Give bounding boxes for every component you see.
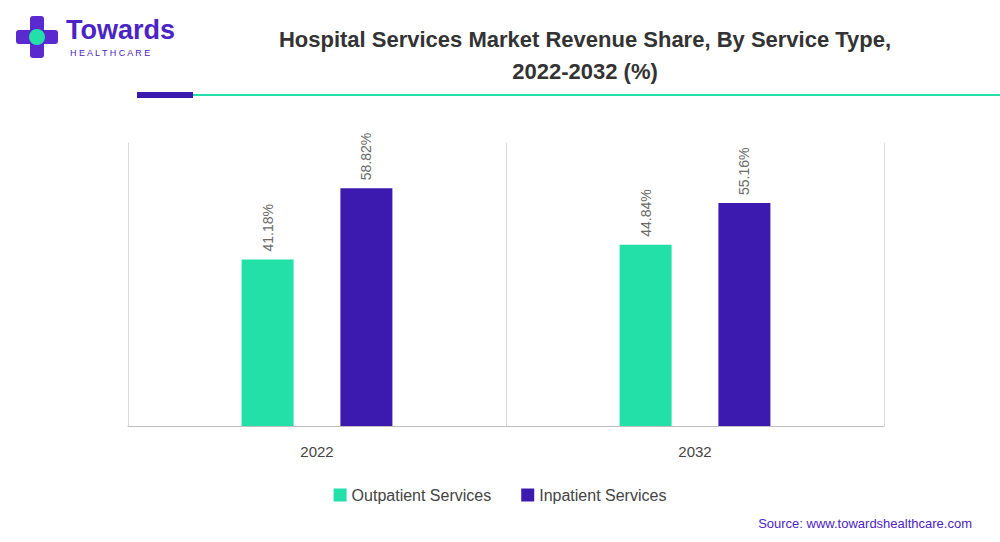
svg-text:2022-2032 (%): 2022-2032 (%)	[512, 59, 658, 84]
svg-text:41.18%: 41.18%	[260, 204, 276, 251]
svg-text:Inpatient Services: Inpatient Services	[539, 487, 666, 504]
svg-text:44.84%: 44.84%	[638, 189, 654, 236]
svg-text:H E A L T H C A R E: H E A L T H C A R E	[70, 48, 150, 58]
svg-text:Towards: Towards	[66, 15, 175, 45]
svg-text:2032: 2032	[678, 443, 711, 460]
svg-text:2022: 2022	[300, 443, 333, 460]
svg-text:55.16%: 55.16%	[736, 148, 752, 195]
svg-text:Outpatient Services: Outpatient Services	[352, 487, 492, 504]
svg-text:Source: www.towardshealthcare.: Source: www.towardshealthcare.com	[758, 516, 972, 531]
svg-text:Hospital Services Market Reven: Hospital Services Market Revenue Share, …	[279, 27, 891, 52]
svg-text:58.82%: 58.82%	[358, 133, 374, 180]
